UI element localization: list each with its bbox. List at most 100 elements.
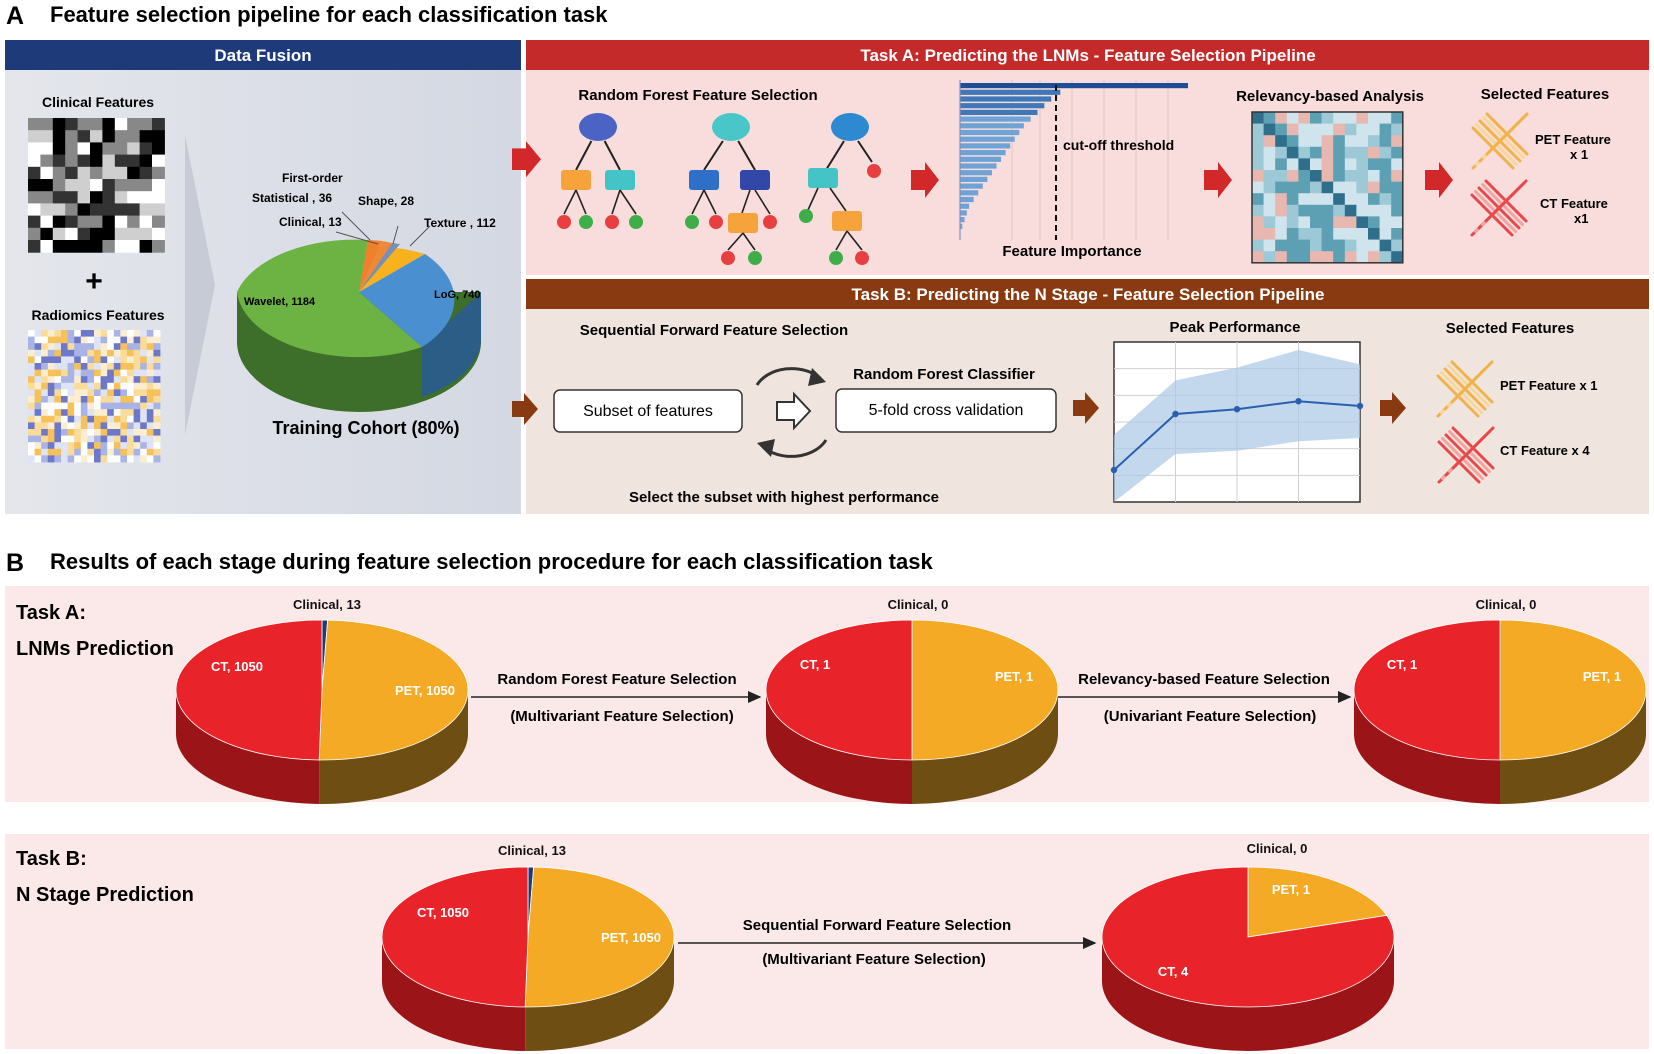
radiomics-cell	[80, 442, 88, 450]
radiomics-cell	[127, 442, 134, 450]
radiomics-cell	[153, 330, 161, 337]
radiomics-cell	[120, 363, 128, 370]
clinical-cell	[65, 166, 79, 180]
radiomics-cell	[146, 356, 154, 364]
matrix-cell	[1379, 158, 1392, 171]
clinical-cell	[52, 166, 66, 180]
radiomics-cell	[67, 363, 75, 370]
sffs-title: Sequential Forward Feature Selection	[580, 322, 848, 339]
radiomics-cell	[47, 330, 55, 337]
radiomics-cell	[74, 330, 82, 337]
clinical-cell	[152, 203, 165, 217]
panel-b-letter: B	[6, 549, 24, 577]
clinical-cell	[152, 191, 165, 204]
radiomics-cell	[127, 402, 134, 410]
radiomics-cell	[140, 455, 148, 463]
matrix-cell	[1379, 251, 1392, 264]
radiomics-cell	[127, 429, 134, 436]
matrix-cell	[1298, 146, 1311, 159]
radiomics-cell	[153, 363, 161, 370]
radiomics-cell	[140, 389, 148, 397]
radiomics-cell	[61, 343, 68, 351]
clinical-features-heatmap	[28, 118, 165, 253]
pie-slice-pet	[911, 619, 1059, 761]
radiomics-cell	[74, 336, 82, 344]
matrix-cell	[1379, 216, 1392, 229]
radiomics-cell	[120, 422, 128, 430]
radiomics-cell	[74, 435, 82, 443]
matrix-cell	[1263, 216, 1276, 229]
clinical-cell	[40, 191, 54, 204]
radiomics-cell	[47, 409, 55, 417]
tree-root-node	[579, 113, 617, 141]
clinical-cell	[40, 154, 54, 168]
radiomics-cell	[127, 396, 134, 403]
radiomics-cell	[47, 343, 55, 351]
radiomics-cell	[67, 402, 75, 410]
matrix-cell	[1263, 239, 1276, 252]
clinical-cell	[77, 130, 91, 143]
radiomics-cell	[113, 376, 121, 384]
pie-depth-pet	[319, 690, 468, 804]
perf-point	[1295, 398, 1302, 405]
radiomics-cell	[87, 363, 95, 370]
radiomics-cell	[87, 330, 95, 337]
clinical-cell	[77, 227, 91, 241]
radiomics-cell	[67, 389, 75, 397]
radiomics-cell	[146, 363, 154, 370]
radiomics-cell	[74, 442, 82, 450]
radiomics-cell	[87, 356, 95, 364]
radiomics-cell	[74, 349, 82, 357]
perf-point	[1233, 406, 1241, 413]
radiomics-cell	[140, 442, 148, 450]
matrix-border	[1251, 111, 1404, 264]
ct-feature-icon-b	[1437, 426, 1495, 484]
matrix-cell	[1252, 112, 1264, 124]
radiomics-cell	[94, 396, 101, 403]
radiomics-cell	[107, 382, 115, 390]
clinical-cell	[152, 166, 165, 180]
pie-label-clinical: Clinical, 0	[888, 597, 949, 612]
clinical-cell	[90, 179, 103, 192]
radiomics-cell	[67, 343, 75, 351]
pet-feature-label-a1: PET Feature	[1535, 132, 1611, 147]
matrix-cell	[1379, 112, 1392, 124]
matrix-cell	[1333, 181, 1346, 194]
clinical-cell	[52, 118, 66, 131]
matrix-cell	[1252, 135, 1264, 148]
radiomics-cell	[113, 330, 121, 337]
perf-confidence-band	[1114, 350, 1360, 502]
clinical-cell	[114, 130, 128, 143]
radiomics-cell	[140, 376, 148, 384]
radiomics-cell	[100, 396, 108, 403]
clinical-cell	[40, 118, 54, 131]
radiomics-cell	[113, 415, 121, 423]
radiomics-cell	[61, 349, 68, 357]
clinical-cell	[52, 203, 66, 217]
radiomics-cell	[113, 349, 121, 357]
pie-label-clinical: Clinical, 13	[279, 215, 342, 229]
radiomics-cell	[80, 435, 88, 443]
matrix-cell	[1263, 251, 1276, 264]
clinical-cell	[152, 154, 165, 168]
radiomics-cell	[54, 349, 62, 357]
matrix-cell	[1310, 193, 1322, 206]
matrix-cell	[1344, 251, 1357, 264]
matrix-cell	[1344, 228, 1357, 240]
matrix-cell	[1252, 216, 1264, 229]
pie-slice-ct	[1353, 619, 1501, 761]
clinical-cell	[28, 154, 41, 168]
matrix-cell	[1368, 216, 1380, 229]
radiomics-cell	[61, 429, 68, 436]
feature-importance-chart	[959, 80, 1188, 240]
task-b-pie-initial: Clinical, 13 PET, 1050 CT, 1050	[381, 843, 675, 1051]
pie-label-texture: Texture , 112	[424, 216, 496, 230]
matrix-cell	[1368, 181, 1380, 194]
radiomics-cell	[74, 343, 82, 351]
matrix-cell	[1310, 135, 1322, 148]
task-b-label-1: Task B:	[16, 848, 87, 870]
cutoff-threshold-label: cut-off threshold	[1063, 137, 1174, 153]
peak-performance-chart	[1110, 341, 1364, 503]
tree-branch-node	[561, 170, 591, 190]
clinical-cell	[28, 118, 41, 131]
